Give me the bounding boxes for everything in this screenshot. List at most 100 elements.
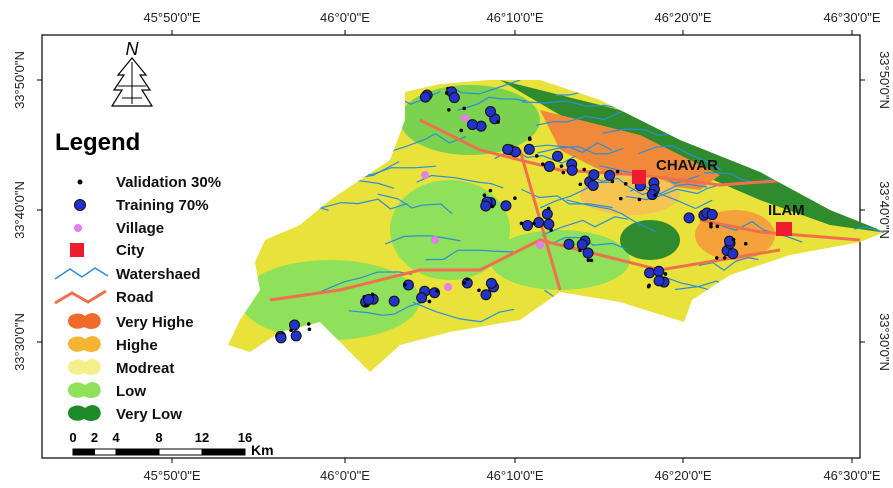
validation-point	[578, 182, 582, 186]
validation-point	[496, 120, 500, 124]
lon-label: 46°20'0"E	[654, 10, 711, 25]
city-marker	[632, 170, 646, 184]
validation-point	[520, 222, 524, 226]
validation-point	[462, 107, 466, 111]
training-point	[481, 201, 491, 211]
training-point	[430, 288, 440, 298]
validation-point	[371, 293, 375, 297]
validation-point	[428, 300, 432, 304]
training-point	[503, 144, 513, 154]
training-point	[707, 210, 717, 220]
village-point	[431, 236, 439, 244]
legend-label: Watershaed	[116, 266, 200, 283]
training-point	[605, 170, 615, 180]
legend-label: Modreat	[116, 360, 174, 377]
validation-point	[716, 225, 720, 229]
validation-point	[489, 189, 493, 193]
lon-label: 46°10'0"E	[486, 10, 543, 25]
validation-point	[547, 207, 551, 211]
scale-segment	[95, 449, 117, 455]
validation-point	[709, 225, 713, 229]
scale-segment	[116, 449, 159, 455]
training-point	[654, 266, 664, 276]
place-label: CHAVAR	[656, 157, 718, 174]
validation-point	[723, 256, 727, 260]
legend-label: Highe	[116, 337, 158, 354]
lon-label: 45°50'0"E	[143, 468, 200, 483]
validation-point	[308, 327, 312, 331]
legend-symbol	[78, 180, 83, 185]
validation-point	[513, 196, 517, 200]
training-point	[564, 239, 574, 249]
legend-label: Training 70%	[116, 197, 209, 214]
scale-label: 2	[91, 430, 98, 445]
legend-symbol	[75, 200, 86, 211]
legend-label: Very Highe	[116, 314, 194, 331]
validation-point	[466, 277, 470, 281]
lat-label: 33°40'0"N	[12, 181, 27, 239]
validation-point	[528, 136, 532, 140]
lon-label: 46°0'0"E	[320, 468, 370, 483]
scale-label: 12	[195, 430, 209, 445]
validation-point	[664, 272, 668, 276]
lon-label: 45°50'0"E	[143, 10, 200, 25]
validation-point	[459, 129, 463, 133]
validation-point	[653, 193, 657, 197]
lon-label: 46°0'0"E	[320, 10, 370, 25]
legend-label: City	[116, 242, 145, 259]
validation-point	[619, 197, 623, 201]
validation-point	[435, 289, 439, 293]
training-point	[485, 107, 495, 117]
map-figure: 45°50'0"E 45°50'0"E 46°0'0"E 46°0'0"E 46°10'…	[0, 0, 893, 488]
place-label: ILAM	[768, 202, 805, 219]
scale-unit: Km	[251, 442, 274, 458]
validation-point	[562, 171, 566, 175]
training-point	[417, 293, 427, 303]
training-point	[544, 219, 554, 229]
validation-point	[611, 180, 615, 184]
training-point	[523, 220, 533, 230]
lat-label: 33°30'0"N	[877, 313, 892, 371]
training-point	[654, 276, 664, 286]
validation-point	[463, 281, 467, 285]
training-point	[577, 239, 587, 249]
training-point	[544, 161, 554, 171]
validation-point	[715, 256, 719, 260]
lon-label: 46°10'0"E	[486, 468, 543, 483]
village-point	[421, 171, 429, 179]
training-point	[481, 290, 491, 300]
scale-segment	[202, 449, 245, 455]
training-point	[501, 201, 511, 211]
validation-point	[483, 193, 487, 197]
legend-symbol	[74, 224, 82, 232]
validation-point	[447, 108, 451, 112]
scale-segment	[73, 449, 95, 455]
validation-point	[624, 182, 628, 186]
village-point	[444, 283, 452, 291]
lat-label: 33°50'0"N	[877, 51, 892, 109]
scale-label: 0	[69, 430, 76, 445]
village-point	[536, 241, 544, 249]
legend-label: Very Low	[116, 406, 182, 423]
training-point	[684, 213, 694, 223]
legend-label: Low	[116, 383, 146, 400]
training-point	[289, 320, 299, 330]
validation-point	[307, 322, 311, 326]
validation-point	[445, 91, 449, 95]
training-point	[486, 278, 496, 288]
lat-label: 33°30'0"N	[12, 313, 27, 371]
training-point	[449, 93, 459, 103]
validation-point	[491, 205, 495, 209]
validation-point	[590, 259, 594, 263]
lon-label: 46°30'0"E	[823, 468, 880, 483]
validation-point	[532, 221, 536, 225]
validation-point	[403, 283, 407, 287]
validation-point	[732, 238, 736, 242]
validation-point	[616, 170, 620, 174]
training-point	[645, 268, 655, 278]
lon-label: 46°30'0"E	[823, 10, 880, 25]
legend-symbol	[70, 243, 84, 257]
lat-label: 33°50'0"N	[12, 51, 27, 109]
validation-point	[587, 258, 591, 262]
validation-point	[560, 164, 564, 168]
